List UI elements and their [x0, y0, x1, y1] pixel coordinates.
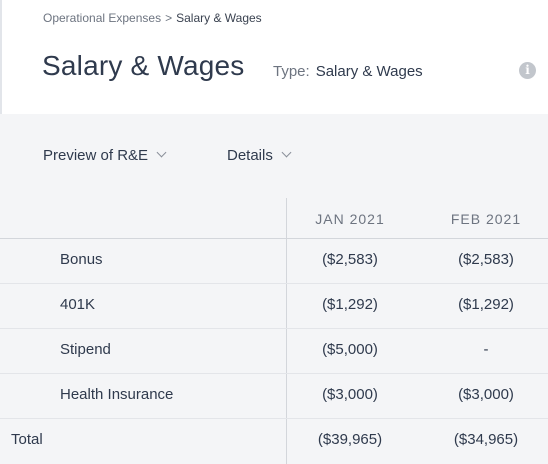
- table-row-total: Total ($39,965) ($34,965): [0, 419, 548, 464]
- column-header-jan-2021: JAN 2021: [315, 211, 385, 227]
- details-dropdown[interactable]: Details: [227, 147, 292, 164]
- info-icon[interactable]: i: [519, 62, 536, 79]
- type-indicator: Type: Salary & Wages: [273, 63, 423, 81]
- page-header: Operational Expenses > Salary & Wages Sala…: [0, 0, 548, 114]
- breadcrumb-separator: >: [165, 11, 173, 25]
- column-header-feb-2021: FEB 2021: [450, 211, 522, 227]
- cell-feb-2021: ($3,000): [458, 386, 514, 403]
- table-row-401k: 401K ($1,292) ($1,292): [0, 284, 548, 329]
- row-label: Stipend: [60, 341, 111, 358]
- cell-jan-2021: ($1,292): [322, 296, 378, 313]
- table-row-stipend: Stipend ($5,000) -: [0, 329, 548, 374]
- breadcrumb-parent-link[interactable]: Operational Expenses: [43, 11, 162, 25]
- total-feb-2021: ($34,965): [453, 431, 519, 448]
- chevron-down-icon: [281, 147, 292, 158]
- type-label: Type:: [273, 63, 310, 80]
- cell-feb-2021: ($1,292): [458, 296, 514, 313]
- column-divider: [286, 198, 287, 464]
- cell-feb-2021: ($2,583): [458, 251, 514, 268]
- details-dropdown-label: Details: [227, 147, 273, 164]
- table-row-bonus: Bonus ($2,583) ($2,583): [0, 239, 548, 284]
- row-label: 401K: [60, 296, 96, 313]
- cell-jan-2021: ($2,583): [322, 251, 378, 268]
- preview-dropdown[interactable]: Preview of R&E: [43, 147, 167, 164]
- table-row-health-insurance: Health Insurance ($3,000) ($3,000): [0, 374, 548, 419]
- row-label: Bonus: [60, 251, 103, 268]
- breadcrumb-current: Salary & Wages: [176, 11, 262, 25]
- type-value: Salary & Wages: [315, 63, 423, 80]
- breadcrumb: Operational Expenses > Salary & Wages: [43, 11, 262, 25]
- total-label: Total: [11, 431, 43, 448]
- page-title: Salary & Wages: [42, 50, 245, 81]
- cell-feb-2021: -: [483, 341, 489, 358]
- preview-dropdown-label: Preview of R&E: [43, 147, 149, 164]
- cell-jan-2021: ($3,000): [322, 386, 378, 403]
- left-divider: [0, 0, 2, 114]
- cell-jan-2021: ($5,000): [322, 341, 378, 358]
- total-jan-2021: ($39,965): [317, 431, 383, 448]
- main-content: Preview of R&E Details JAN 2021 FEB 2021…: [0, 114, 548, 464]
- chevron-down-icon: [156, 147, 167, 158]
- table-header: JAN 2021 FEB 2021: [0, 198, 548, 239]
- row-label: Health Insurance: [60, 386, 174, 403]
